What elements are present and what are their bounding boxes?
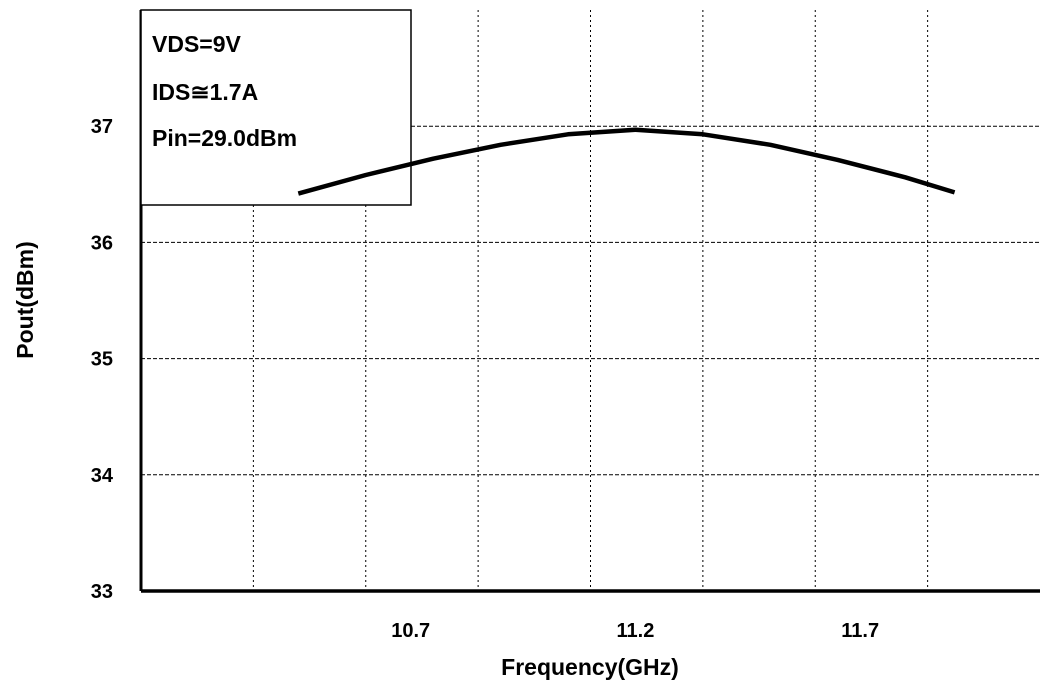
- y-tick-label: 35: [91, 349, 113, 371]
- annotation-box: VDS=9V IDS≅1.7A Pin=29.0dBm: [140, 9, 412, 206]
- annotation-line-3: Pin=29.0dBm: [152, 125, 297, 151]
- x-tick-label: 11.7: [841, 620, 879, 642]
- y-tick-label: 33: [91, 581, 113, 603]
- series: [297, 127, 956, 196]
- y-tick-label: 34: [91, 465, 114, 487]
- x-axis-title: Frequency(GHz): [501, 654, 679, 680]
- annotation-line-2: IDS≅1.7A: [152, 79, 258, 105]
- y-axis-title: Pout(dBm): [12, 241, 38, 359]
- y-tick-label: 36: [91, 232, 113, 254]
- x-tick-label: 10.7: [391, 620, 430, 642]
- tick-labels: 10.7 11.2 11.7 33 34 35 36 37: [91, 116, 879, 642]
- y-tick-label: 37: [91, 116, 113, 138]
- annotation-frame: [140, 9, 412, 206]
- annotation-line-1: VDS=9V: [152, 31, 242, 57]
- x-tick-label: 11.2: [617, 620, 655, 642]
- series-line-pout: [297, 127, 956, 196]
